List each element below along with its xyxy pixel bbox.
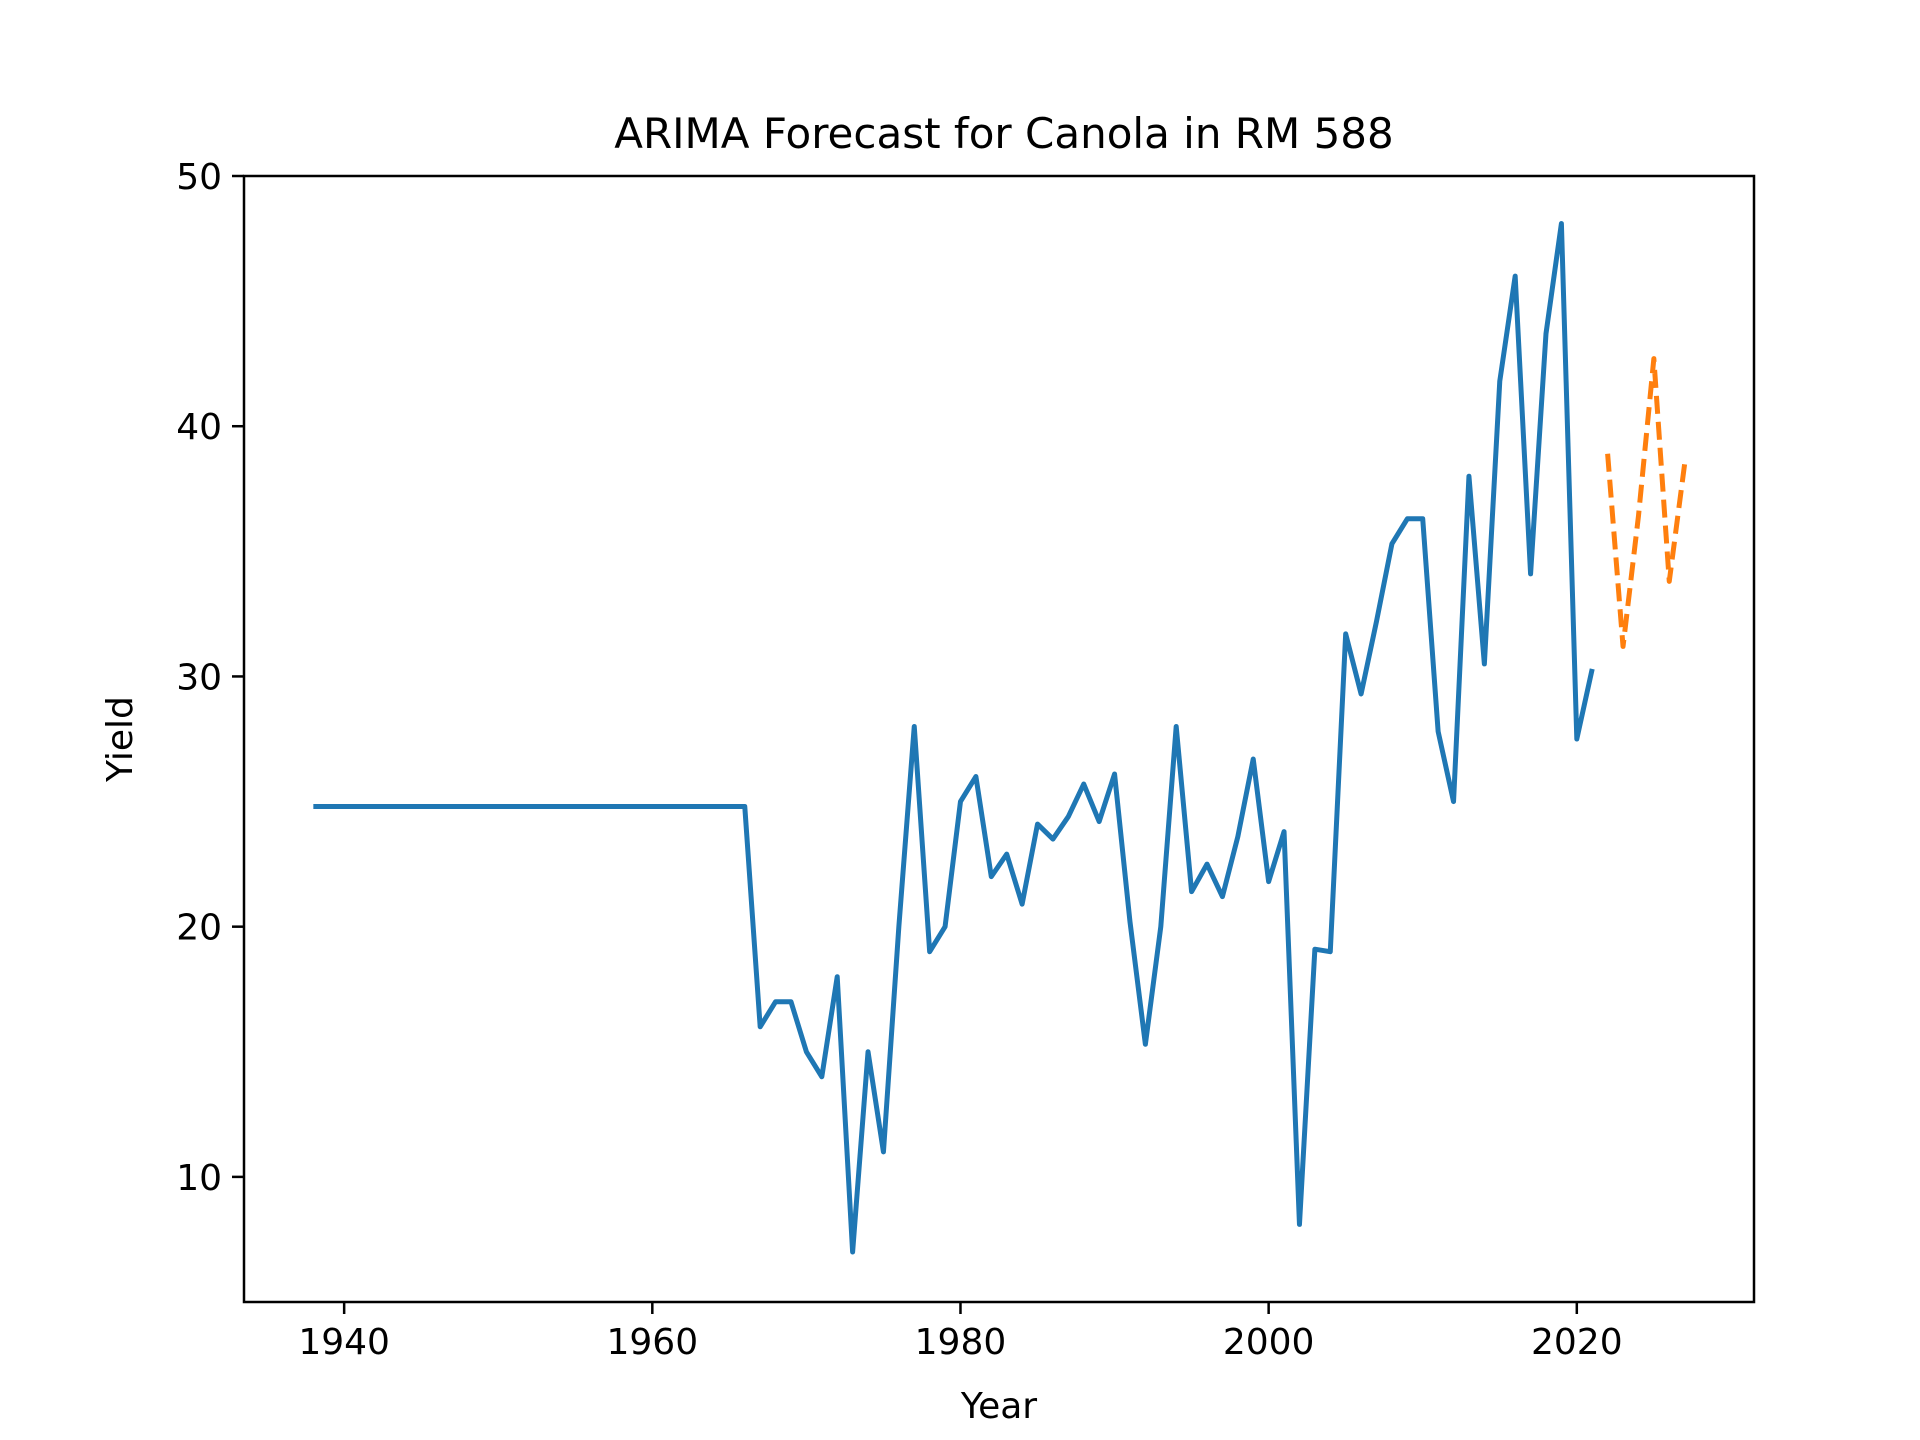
x-axis: 1940 1960 1980 2000 2020 xyxy=(298,1302,1623,1363)
y-axis-label: Yield xyxy=(100,696,141,783)
chart-title: ARIMA Forecast for Canola in RM 588 xyxy=(614,109,1394,158)
x-tick-label: 2020 xyxy=(1531,1322,1623,1363)
y-axis: 10 20 30 40 50 xyxy=(176,157,244,1199)
x-axis-label: Year xyxy=(960,1386,1037,1427)
x-tick-label: 1960 xyxy=(607,1322,699,1363)
x-tick-label: 1980 xyxy=(915,1322,1007,1363)
plot-area xyxy=(313,221,1688,1255)
x-tick-label: 1940 xyxy=(298,1322,390,1363)
y-tick-label: 50 xyxy=(176,157,222,198)
axes-frame xyxy=(242,174,1756,1304)
y-tick-label: 20 xyxy=(176,908,222,949)
y-tick-label: 40 xyxy=(176,407,222,448)
forecast-series-line xyxy=(1605,356,1688,649)
x-tick-label: 2000 xyxy=(1223,1322,1315,1363)
y-tick-label: 10 xyxy=(176,1158,222,1199)
y-tick-label: 30 xyxy=(176,657,222,698)
historical-series-line xyxy=(313,221,1595,1255)
